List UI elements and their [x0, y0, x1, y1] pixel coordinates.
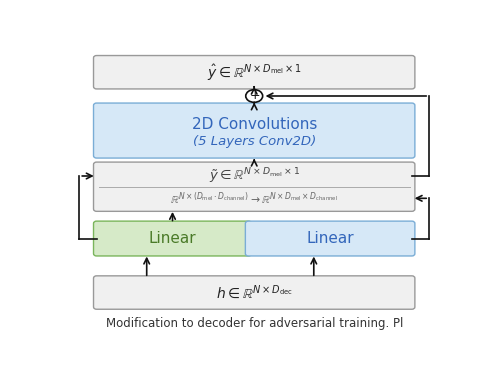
- FancyBboxPatch shape: [94, 162, 415, 211]
- FancyBboxPatch shape: [94, 55, 415, 89]
- Circle shape: [246, 90, 263, 102]
- Text: $\tilde{y} \in \mathbb{R}^{N \times D_{\mathrm{mel}} \times 1}$: $\tilde{y} \in \mathbb{R}^{N \times D_{\…: [209, 166, 300, 186]
- FancyBboxPatch shape: [94, 103, 415, 158]
- FancyBboxPatch shape: [94, 276, 415, 309]
- Text: Linear: Linear: [307, 231, 354, 246]
- FancyBboxPatch shape: [94, 221, 251, 256]
- Text: Modification to decoder for adversarial training. Pl: Modification to decoder for adversarial …: [106, 317, 403, 330]
- Text: (5 Layers Conv2D): (5 Layers Conv2D): [192, 135, 316, 148]
- Text: $\hat{y} \in \mathbb{R}^{N \times D_{\mathrm{mel}} \times 1}$: $\hat{y} \in \mathbb{R}^{N \times D_{\ma…: [207, 62, 302, 83]
- Text: $+$: $+$: [248, 89, 260, 102]
- FancyBboxPatch shape: [246, 221, 415, 256]
- Text: Linear: Linear: [149, 231, 196, 246]
- Text: $h \in \mathbb{R}^{N \times D_{\mathrm{dec}}}$: $h \in \mathbb{R}^{N \times D_{\mathrm{d…: [216, 283, 293, 301]
- Text: 2D Convolutions: 2D Convolutions: [191, 117, 317, 132]
- Text: $\mathbb{R}^{N \times (D_{\mathrm{mel}} \cdot D_{\mathrm{channel}})} \rightarrow: $\mathbb{R}^{N \times (D_{\mathrm{mel}} …: [170, 190, 338, 206]
